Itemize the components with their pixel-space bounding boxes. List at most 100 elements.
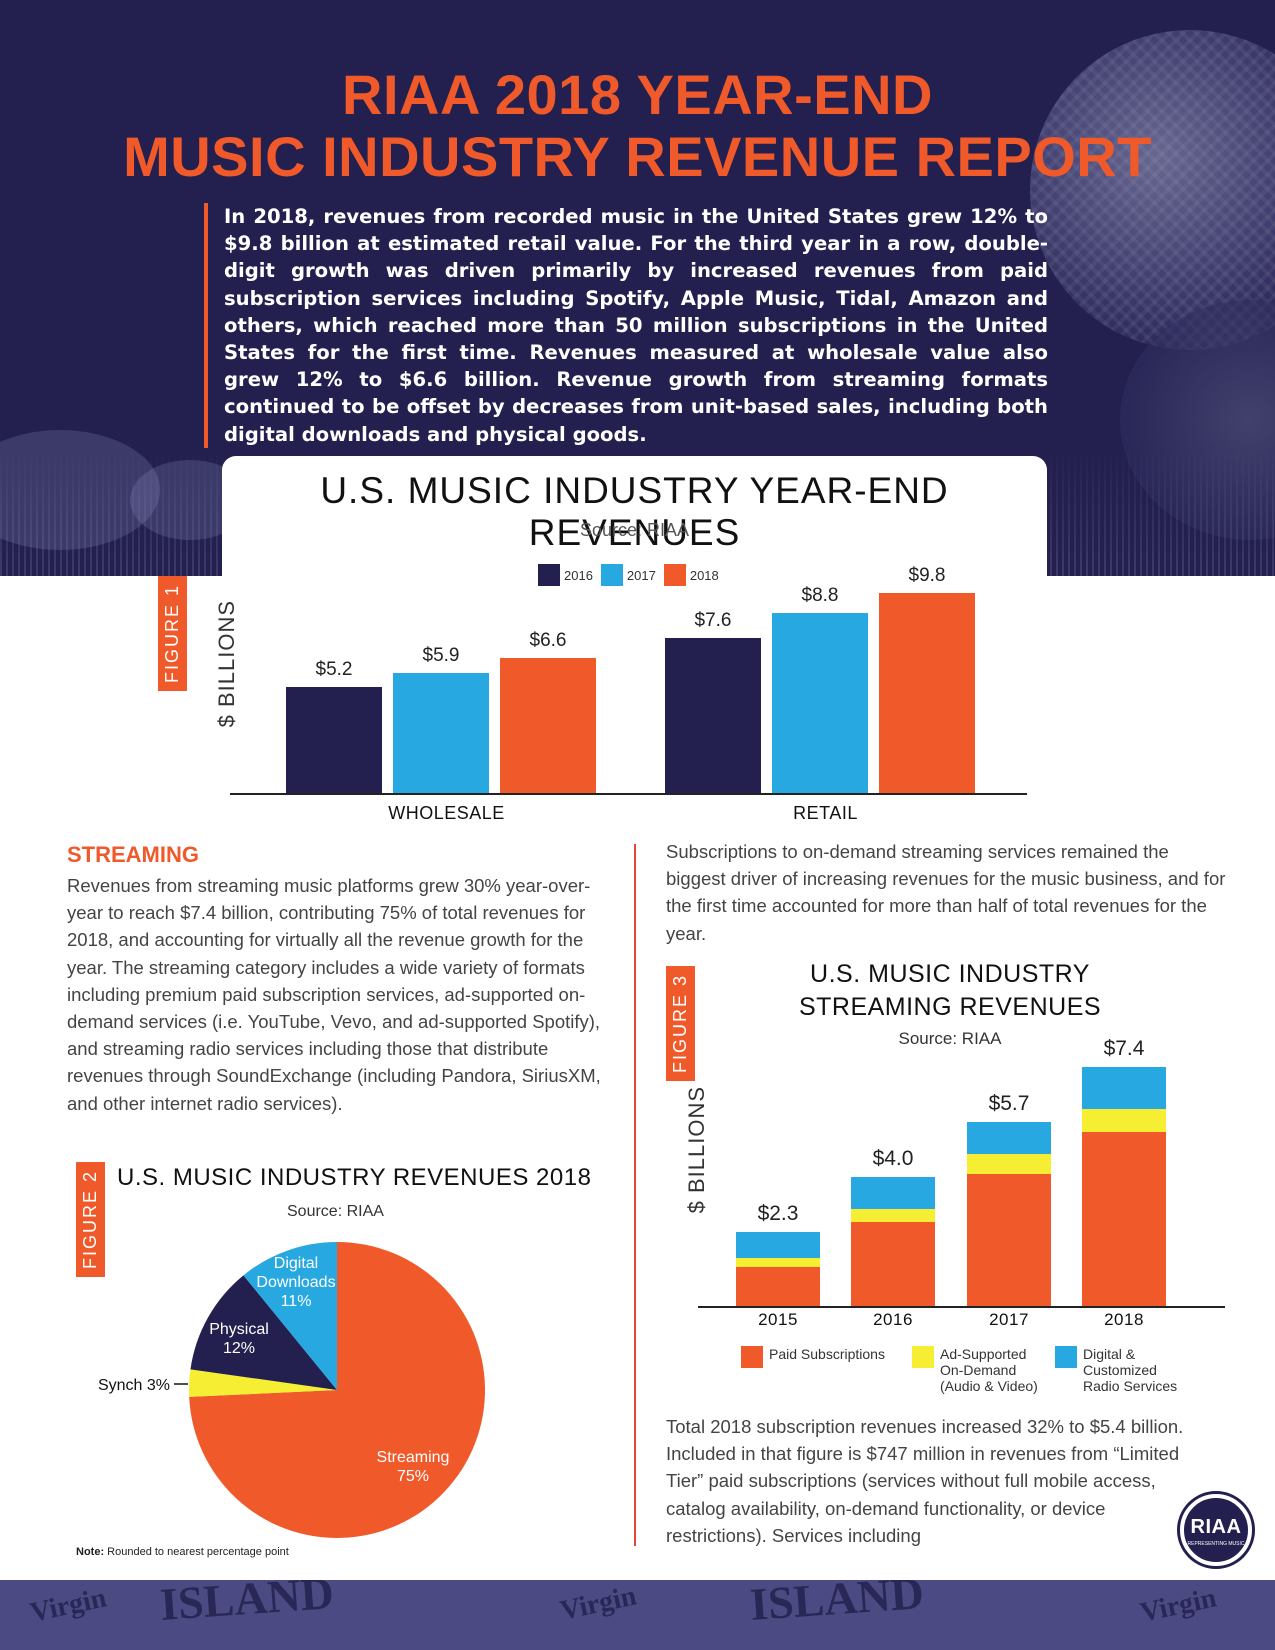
figure2-note: Note: Rounded to nearest percentage poin… bbox=[76, 1546, 289, 1558]
figure3-title-line: U.S. MUSIC INDUSTRY bbox=[810, 960, 1090, 988]
figure1-card bbox=[222, 456, 1047, 586]
figure1-legend: 2016 2017 2018 bbox=[538, 564, 719, 586]
legend-swatch bbox=[663, 564, 686, 586]
legend-swatch bbox=[1055, 1346, 1077, 1368]
bar bbox=[286, 686, 382, 793]
legend-item: Ad-Supported On-Demand (Audio & Video) bbox=[912, 1346, 1038, 1394]
streaming-paragraph: Revenues from streaming music platforms … bbox=[67, 875, 601, 1114]
legend-label: 2016 bbox=[564, 567, 593, 583]
logo-text: RIAA bbox=[1190, 1516, 1242, 1538]
microphone-image bbox=[1030, 30, 1275, 350]
pie-label-synch: Synch 3% bbox=[98, 1377, 170, 1394]
note-text: Rounded to nearest percentage point bbox=[107, 1546, 289, 1558]
footer-label-logo: Virgin bbox=[557, 1580, 640, 1627]
bar-value-label: $5.9 bbox=[422, 644, 460, 666]
pie-slice-synch bbox=[189, 1369, 337, 1397]
legend-label-line: Ad-Supported bbox=[940, 1346, 1027, 1362]
legend-item: Digital & Customized Radio Services bbox=[1055, 1346, 1177, 1394]
bar-total-label: $2.3 bbox=[757, 1201, 799, 1225]
stacked-bar-segment bbox=[967, 1154, 1051, 1174]
bar-total-label: $7.4 bbox=[1103, 1036, 1145, 1060]
legend-label-line: Radio Services bbox=[1083, 1378, 1178, 1394]
title-line-2: MUSIC INDUSTRY REVENUE REPORT bbox=[123, 125, 1152, 188]
x-axis-line bbox=[698, 1306, 1225, 1308]
report-title: RIAA 2018 YEAR-END MUSIC INDUSTRY REVENU… bbox=[0, 64, 1275, 188]
footer-label-logo: ISLAND bbox=[748, 1580, 926, 1631]
legend-label-line: Paid Subscriptions bbox=[769, 1346, 885, 1362]
note-label: Note: bbox=[76, 1546, 105, 1558]
figure1-source: Source: RIAA bbox=[579, 520, 690, 540]
streaming-heading: STREAMING bbox=[67, 842, 199, 867]
legend-swatch bbox=[538, 564, 560, 586]
pie-slice-streaming bbox=[189, 1242, 486, 1538]
stacked-bar-segment bbox=[967, 1173, 1051, 1306]
stacked-bar-segment bbox=[851, 1176, 935, 1210]
category-label: WHOLESALE bbox=[388, 803, 505, 823]
figure3-title-line: STREAMING REVENUES bbox=[798, 993, 1102, 1021]
figure3-title: U.S. MUSIC INDUSTRY STREAMING REVENUES bbox=[760, 958, 1140, 1024]
legend-swatch bbox=[912, 1346, 934, 1368]
figure3-y-axis-label: $ BILLIONS bbox=[684, 1086, 709, 1214]
legend-label: Digital & Customized Radio Services bbox=[1083, 1346, 1177, 1394]
figure2-pie-chart: Streaming 75% Physical 12% Digital Downloads 1… bbox=[98, 1242, 486, 1538]
logo-subtext: REPRESENTING MUSIC bbox=[1187, 1541, 1245, 1547]
pie-slice-digital-downloads bbox=[243, 1242, 337, 1390]
bar-value-label: $5.2 bbox=[315, 658, 353, 680]
stacked-bar-segment bbox=[851, 1222, 935, 1306]
bar-value-label: $7.6 bbox=[694, 609, 732, 631]
stacked-bar-segment bbox=[1082, 1131, 1166, 1306]
legend-swatch bbox=[600, 564, 623, 586]
category-label: 2018 bbox=[1104, 1310, 1144, 1329]
bar-total-label: $5.7 bbox=[988, 1091, 1030, 1115]
category-label: 2017 bbox=[989, 1310, 1029, 1329]
bar-value-label: $8.8 bbox=[801, 585, 839, 607]
footer-label-logo: ISLAND bbox=[158, 1580, 336, 1631]
stacked-bar-segment bbox=[851, 1209, 935, 1222]
riaa-logo: RIAA REPRESENTING MUSIC bbox=[1180, 1494, 1252, 1566]
x-axis-line bbox=[230, 793, 1027, 795]
category-label: RETAIL bbox=[793, 803, 858, 823]
footer-label-logo: Virgin bbox=[27, 1582, 110, 1629]
subscriptions-paragraph: Subscriptions to on-demand streaming ser… bbox=[666, 841, 1226, 944]
bar bbox=[393, 672, 489, 793]
bar-value-label: $9.8 bbox=[908, 565, 946, 587]
legend-label-line: Customized bbox=[1083, 1362, 1157, 1378]
legend-label-line: Digital & bbox=[1083, 1346, 1136, 1362]
figure2-source: Source: RIAA bbox=[287, 1203, 384, 1220]
stacked-bar-segment bbox=[1082, 1108, 1166, 1132]
figure1-title: U.S. MUSIC INDUSTRY YEAR-END REVENUES bbox=[320, 470, 949, 553]
legend-label: 2017 bbox=[626, 567, 656, 583]
hero-banner bbox=[0, 0, 1275, 576]
legend-label-line: On-Demand bbox=[940, 1362, 1017, 1378]
figure3-tag: FIGURE 3 bbox=[666, 966, 695, 1082]
background-glow bbox=[0, 430, 160, 550]
footer-label-logos: Virgin ISLAND Virgin ISLAND Virgin bbox=[0, 1580, 1275, 1650]
title-line-1: RIAA 2018 YEAR-END bbox=[342, 63, 933, 126]
pie-label-digital-downloads: Digital Downloads 11% bbox=[256, 1255, 335, 1310]
stacked-bar-segment bbox=[736, 1257, 820, 1268]
pie-label-streaming: Streaming 75% bbox=[377, 1449, 450, 1485]
footer-label-logo: Virgin bbox=[1137, 1582, 1220, 1629]
legend-item: 2017 bbox=[600, 564, 656, 586]
legend-item: 2016 bbox=[538, 564, 593, 586]
legend-label: 2018 bbox=[689, 567, 719, 583]
stacked-bar-segment bbox=[967, 1121, 1051, 1155]
column-divider bbox=[634, 844, 636, 1546]
legend-label: Ad-Supported On-Demand (Audio & Video) bbox=[940, 1346, 1038, 1394]
stacked-bar-segment bbox=[736, 1231, 820, 1258]
bar bbox=[665, 637, 761, 793]
bar bbox=[500, 658, 596, 793]
legend-item: 2018 bbox=[663, 564, 719, 586]
stacked-bar-segment bbox=[736, 1267, 820, 1306]
legend-item: Paid Subscriptions bbox=[741, 1346, 885, 1368]
bar-value-label: $6.6 bbox=[529, 630, 567, 652]
bar bbox=[879, 593, 975, 793]
intro-paragraph: In 2018, revenues from recorded music in… bbox=[204, 203, 1048, 448]
pie-label-physical: Physical 12% bbox=[209, 1321, 269, 1357]
legend-label: Paid Subscriptions bbox=[769, 1346, 885, 1368]
figure3-source: Source: RIAA bbox=[898, 1029, 1002, 1048]
stacked-bar-segment bbox=[1082, 1066, 1166, 1109]
figure1-tag: FIGURE 1 bbox=[158, 576, 187, 692]
category-label: 2016 bbox=[873, 1310, 913, 1329]
category-label: 2015 bbox=[758, 1310, 798, 1329]
